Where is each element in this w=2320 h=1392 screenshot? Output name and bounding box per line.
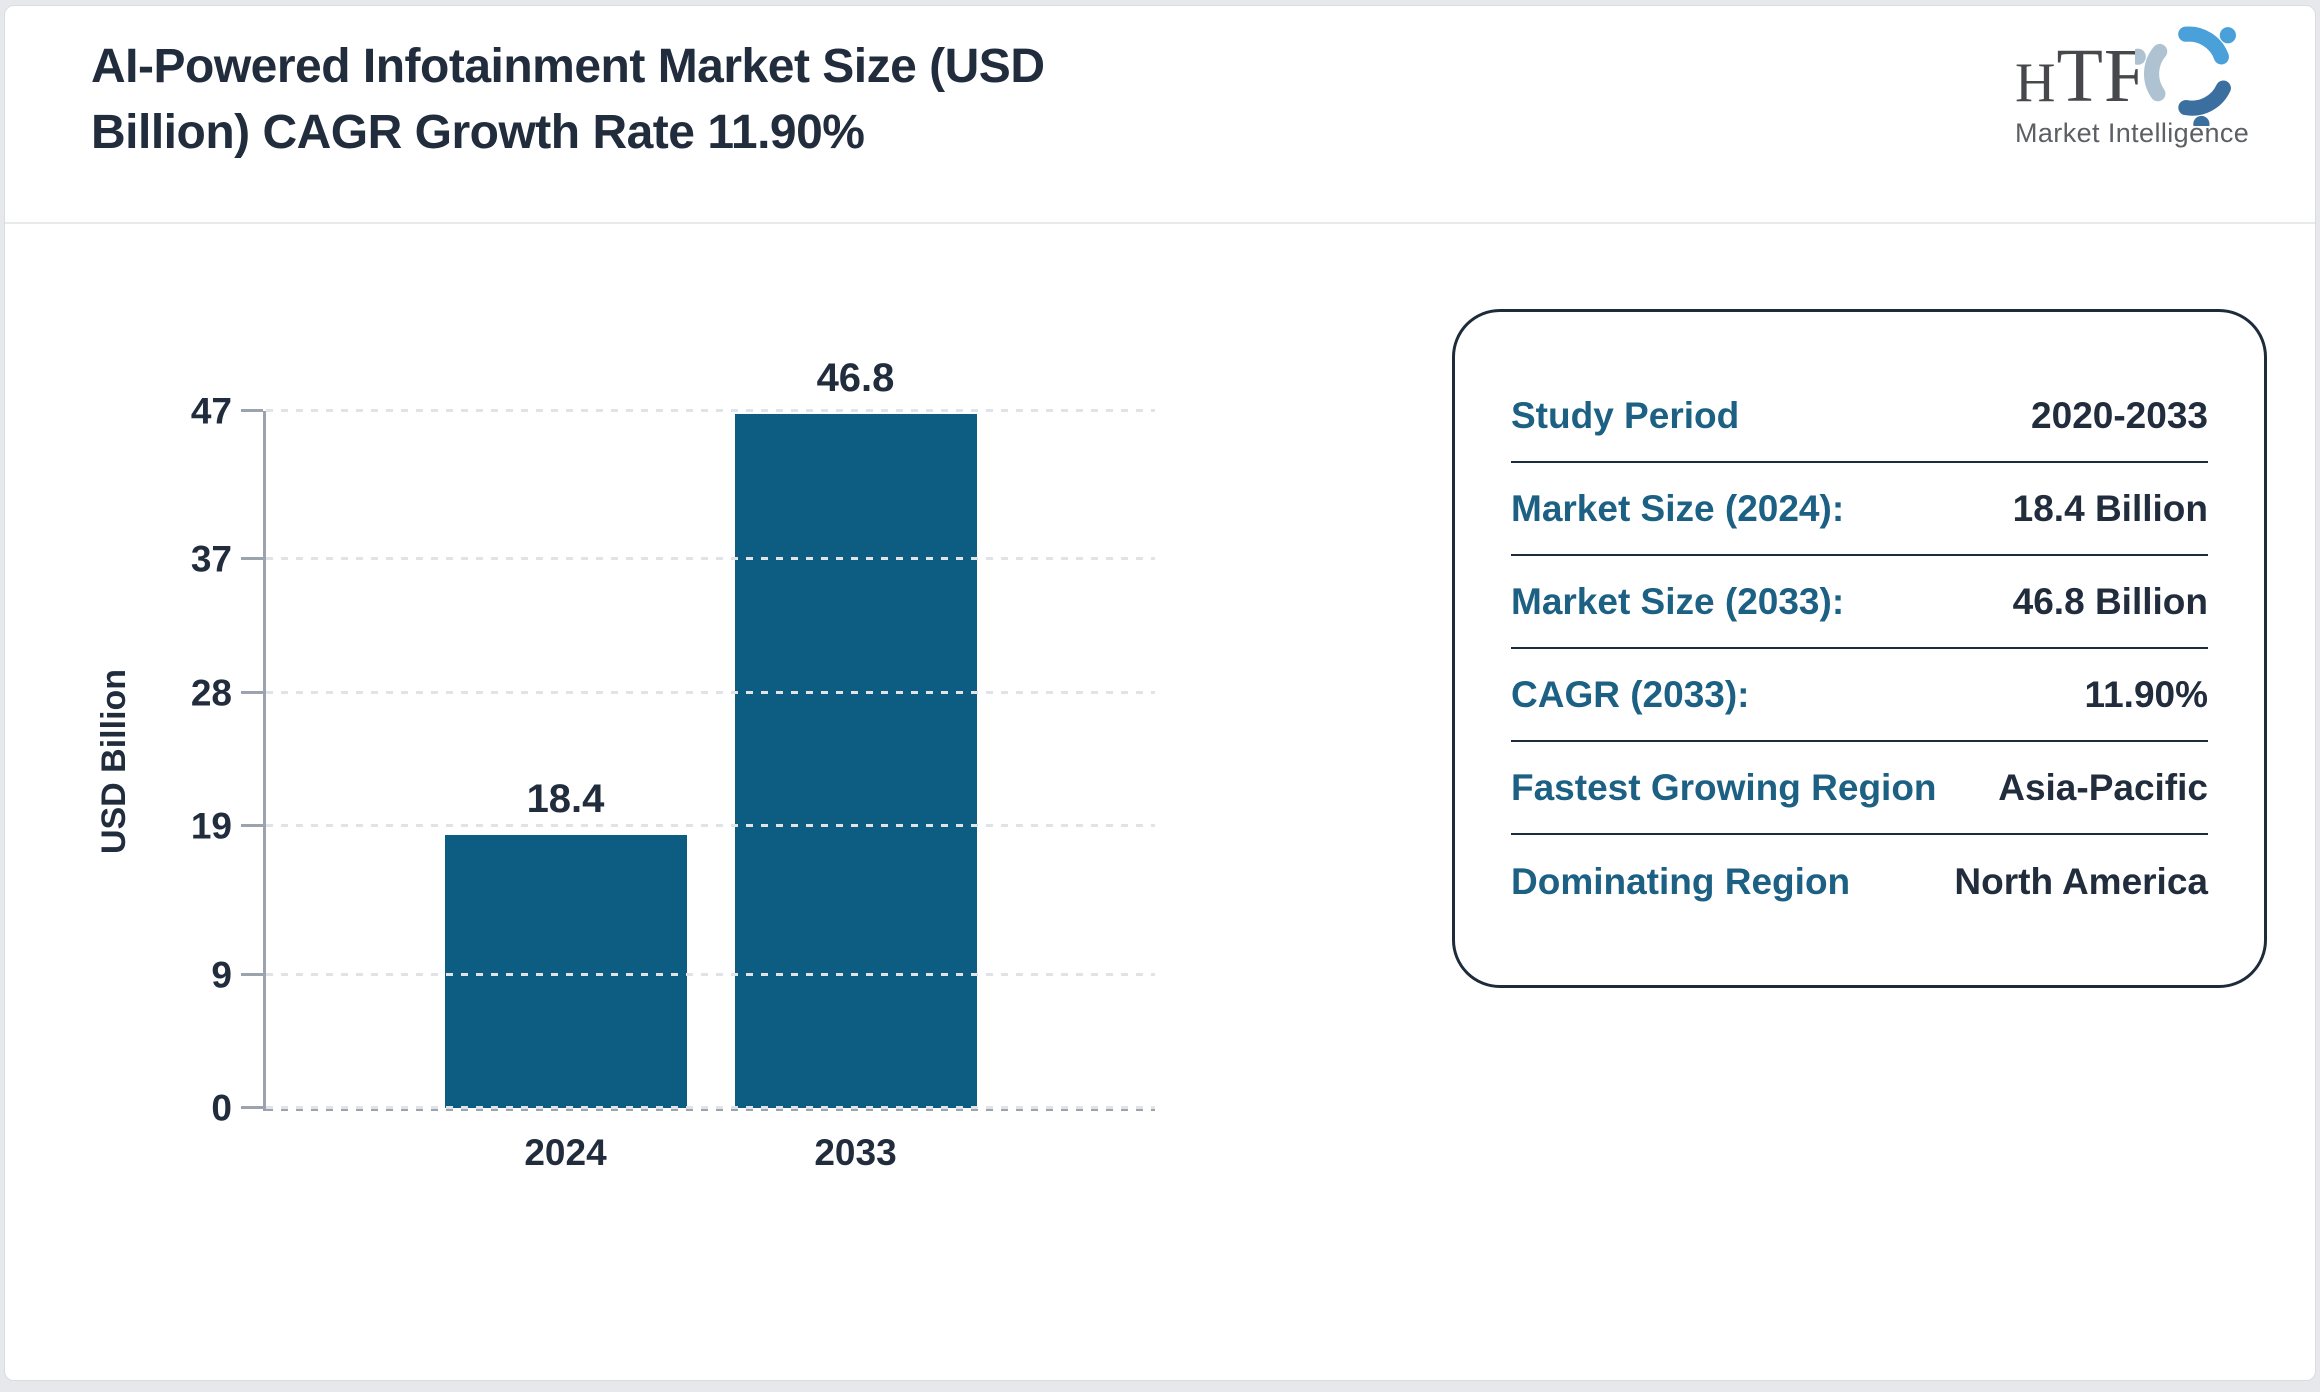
gridline-47: [266, 409, 1155, 412]
y-tick-label-19: 19: [190, 805, 232, 847]
panel-row-label: Dominating Region: [1511, 860, 1851, 902]
bar-column-2033: 46.8 2033: [734, 358, 977, 1171]
x-tick-label-2033: 2033: [814, 1132, 897, 1173]
bar-value-label-2033: 46.8: [816, 355, 895, 400]
logo-subtitle: Market Intelligence: [2015, 118, 2250, 148]
y-tick-mark-9: [241, 972, 263, 976]
logo-row: HTF: [2015, 26, 2265, 126]
y-tick-label-9: 9: [211, 954, 232, 996]
gridline-9: [266, 972, 1155, 976]
page-title: AI-Powered Infotainment Market Size (USD…: [91, 40, 1045, 160]
gridline-28: [266, 690, 1155, 694]
x-axis-baseline-dashes: [266, 1108, 1155, 1111]
y-tick-mark-0: [241, 1106, 263, 1109]
panel-row-label: Market Size (2033):: [1511, 580, 1845, 622]
panel-row-label: CAGR (2033):: [1511, 673, 1750, 715]
y-tick-mark-28: [241, 690, 263, 694]
panel-row-label: Market Size (2024):: [1511, 487, 1845, 529]
panel-row-4: Fastest Growing Region Asia-Pacific: [1511, 742, 2208, 835]
bar-column-2024: 18.4 2024: [444, 411, 687, 1171]
bar-2024: [444, 835, 687, 1108]
y-tick-label-0: 0: [211, 1087, 232, 1129]
y-tick-label-28: 28: [190, 672, 232, 714]
panel-row-value: Asia-Pacific: [1998, 766, 2208, 808]
panel-row-label: Fastest Growing Region: [1511, 766, 1937, 808]
bar-value-label-2024: 18.4: [526, 777, 605, 822]
logo-figures-icon: [2135, 26, 2237, 126]
htf-logo: HTF: [2015, 26, 2265, 149]
gridline-19: [266, 824, 1155, 828]
panel-row-value: 18.4 Billion: [2012, 487, 2208, 529]
panel-row-value: 46.8 Billion: [2012, 580, 2208, 622]
y-tick-mark-47: [241, 409, 263, 412]
panel-row-0: Study Period 2020-2033: [1511, 370, 2208, 463]
panel-row-5: Dominating Region North America: [1511, 835, 2208, 928]
y-tick-mark-37: [241, 557, 263, 561]
gridline-37: [266, 557, 1155, 561]
plot-area: 18.4 2024 46.8 2033 0 9 19 28 37 47: [191, 358, 1155, 1171]
bar-2033: [734, 413, 977, 1108]
y-axis-title-wrap: USD Billion: [91, 411, 139, 1111]
panel-row-1: Market Size (2024): 18.4 Billion: [1511, 463, 2208, 556]
panel-row-value: 2020-2033: [2031, 394, 2208, 436]
panel-row-label: Study Period: [1511, 394, 1740, 436]
panel-row-value: North America: [1954, 860, 2208, 902]
bars-group: 18.4 2024 46.8 2033: [266, 358, 1155, 1171]
content-card: AI-Powered Infotainment Market Size (USD…: [4, 5, 2316, 1381]
panel-row-3: CAGR (2033): 11.90%: [1511, 649, 2208, 742]
y-axis-title: USD Billion: [95, 668, 134, 854]
summary-panel: Study Period 2020-2033 Market Size (2024):…: [1452, 309, 2267, 988]
y-tick-label-47: 47: [190, 390, 232, 432]
y-tick-mark-19: [241, 824, 263, 828]
panel-row-value: 11.90%: [2084, 673, 2208, 715]
panel-row-2: Market Size (2033): 46.8 Billion: [1511, 556, 2208, 649]
y-tick-label-37: 37: [190, 538, 232, 580]
x-tick-label-2024: 2024: [524, 1132, 607, 1173]
gridline-0: [266, 1106, 1155, 1109]
logo-abbr-text: HTF: [2015, 34, 2148, 118]
header: AI-Powered Infotainment Market Size (USD…: [5, 6, 2315, 224]
